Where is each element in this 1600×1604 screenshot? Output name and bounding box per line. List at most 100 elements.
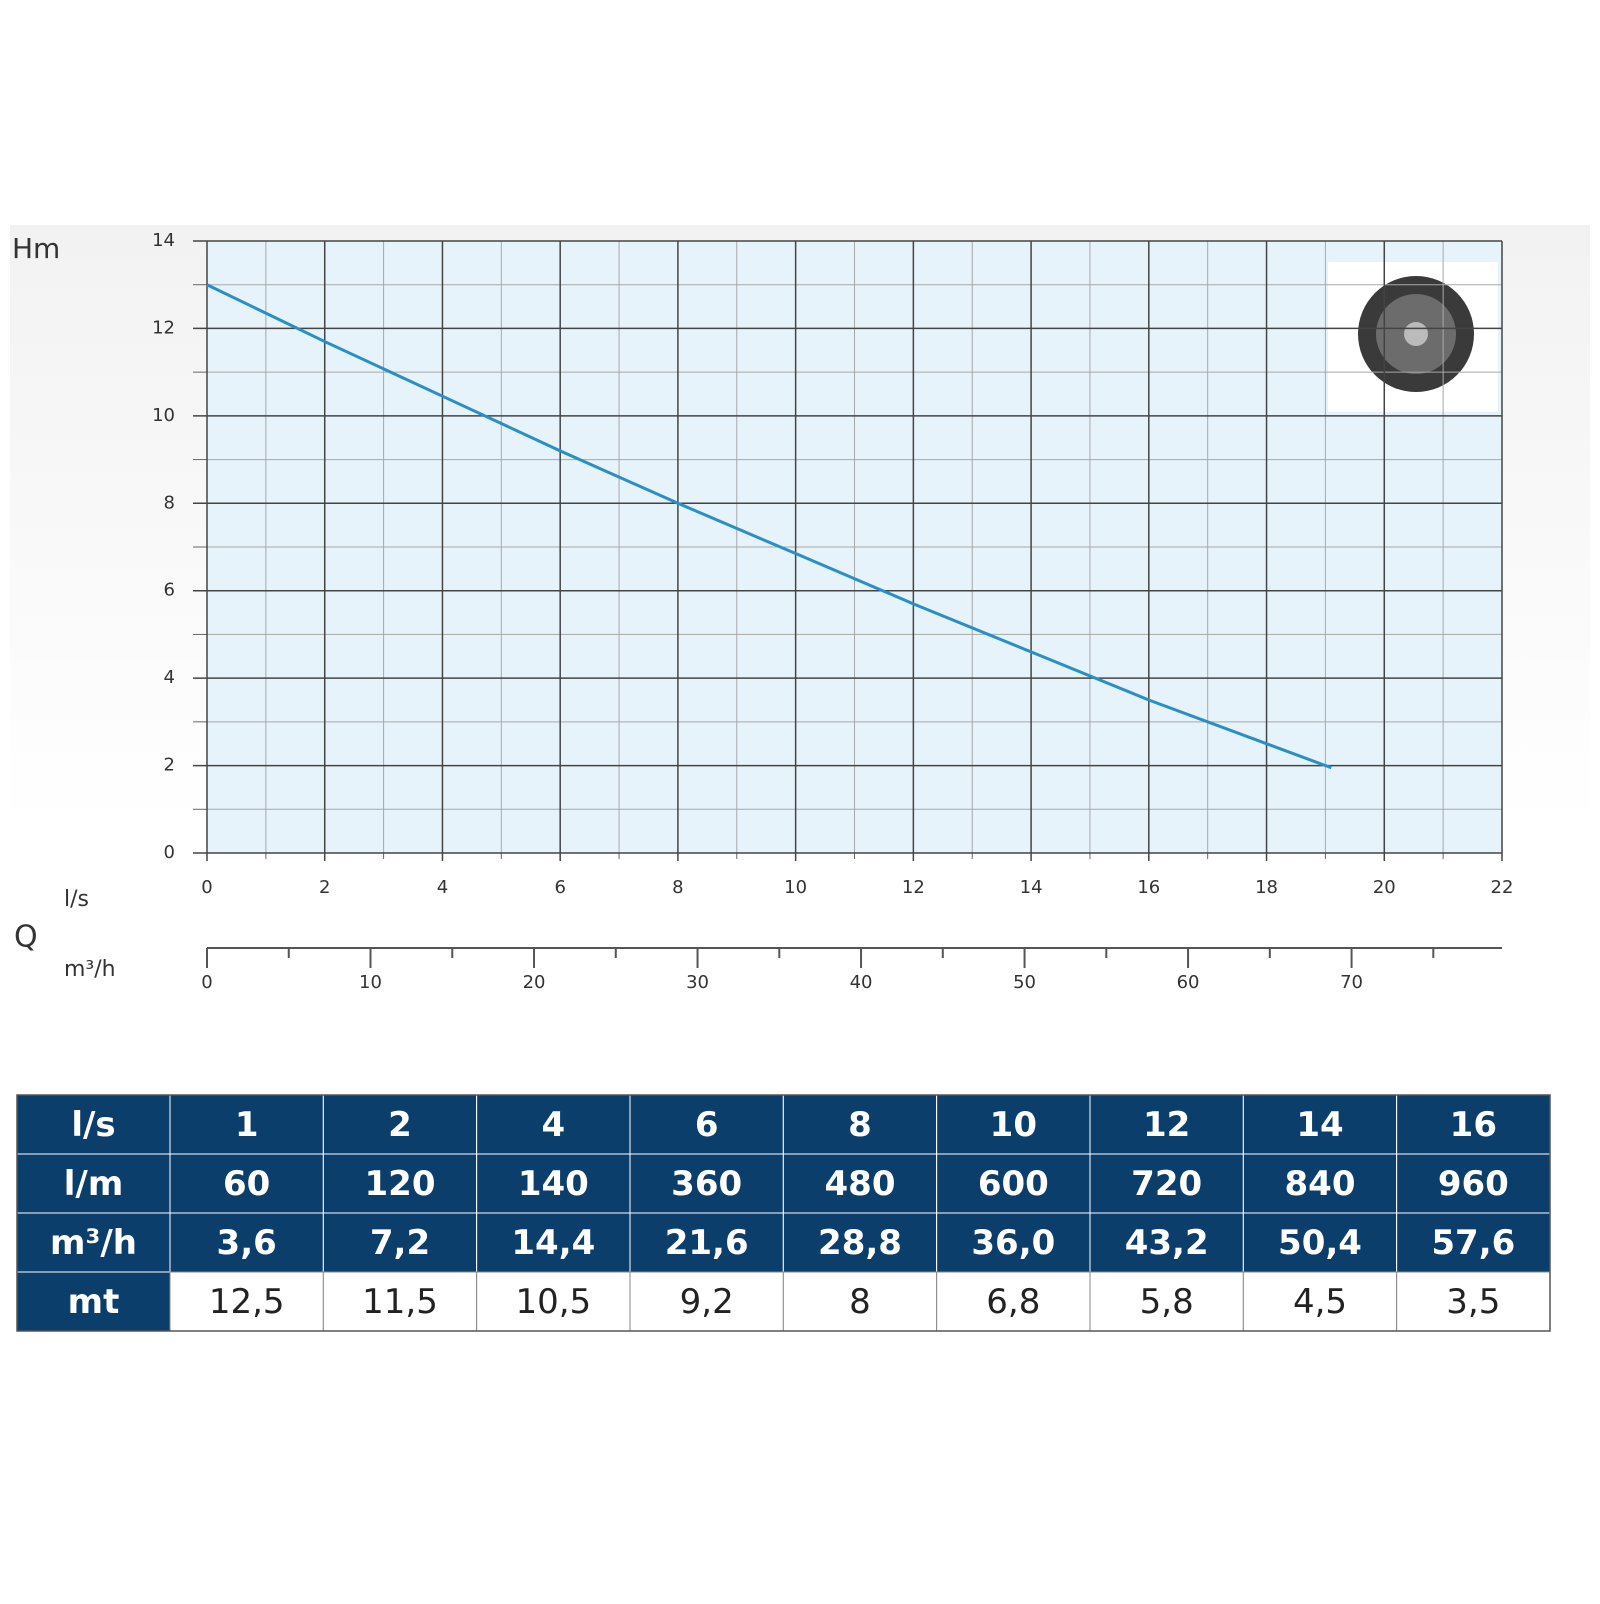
table-text: 3,5 — [1446, 1282, 1500, 1322]
table-cell — [936, 1094, 1091, 1155]
table-cell — [169, 1094, 324, 1155]
table-cell — [782, 1271, 938, 1332]
table-text: mt — [68, 1282, 120, 1322]
table-cell — [16, 1271, 171, 1332]
table-text: l/m — [64, 1164, 124, 1204]
table-text: 50,4 — [1278, 1223, 1362, 1263]
x-tick-label: 18 — [1255, 877, 1278, 898]
table-text: 5,8 — [1140, 1282, 1194, 1322]
table-text: 11,5 — [362, 1282, 438, 1322]
table-text: 6 — [695, 1105, 719, 1145]
y-tick-label: 6 — [164, 580, 175, 601]
x-tick-label: 22 — [1491, 877, 1514, 898]
table-text: 120 — [365, 1164, 436, 1204]
table-cell — [1396, 1153, 1551, 1214]
table-text: 14 — [1296, 1105, 1343, 1145]
table-cell — [1396, 1271, 1551, 1332]
x2-tick-label: 70 — [1340, 972, 1363, 993]
y-tick-label: 2 — [164, 755, 175, 776]
x-tick-label: 12 — [902, 877, 925, 898]
x2-tick-label: 20 — [523, 972, 546, 993]
table-cell — [476, 1212, 631, 1273]
q-label: Q — [14, 920, 38, 955]
table-cell — [782, 1212, 938, 1273]
table-text: 140 — [518, 1164, 589, 1204]
table-cell — [322, 1094, 478, 1155]
table-border — [16, 1094, 1551, 1332]
table-text: 720 — [1131, 1164, 1202, 1204]
table-text: 21,6 — [665, 1223, 749, 1263]
table-cell — [169, 1153, 324, 1214]
table-text: 60 — [223, 1164, 270, 1204]
table-cell — [629, 1271, 784, 1332]
x-tick-label: 6 — [554, 877, 565, 898]
table-text: 28,8 — [818, 1223, 902, 1263]
curve — [206, 283, 1332, 770]
table-cell — [629, 1212, 784, 1273]
table-cell — [782, 1094, 938, 1155]
x2-tick-label: 60 — [1177, 972, 1200, 993]
table-text: 3,6 — [217, 1223, 277, 1263]
table-text: 10,5 — [515, 1282, 591, 1322]
table-cell — [1242, 1094, 1398, 1155]
impeller-icon — [1328, 262, 1498, 412]
table-text: 12 — [1143, 1105, 1190, 1145]
x-axis-label: l/s — [64, 887, 89, 912]
table-cell — [629, 1153, 784, 1214]
table-cell — [169, 1212, 324, 1273]
x-tick-label: 10 — [784, 877, 807, 898]
table-text: 8 — [849, 1282, 871, 1322]
x2-tick-label: 0 — [201, 972, 212, 993]
table-text: 12,5 — [209, 1282, 285, 1322]
x-tick-label: 4 — [437, 877, 448, 898]
table-text: 2 — [388, 1105, 412, 1145]
table-cell — [1089, 1271, 1244, 1332]
x2-tick-label: 50 — [1013, 972, 1036, 993]
table-text: 1 — [235, 1105, 259, 1145]
table-text: 600 — [978, 1164, 1049, 1204]
x2-tick-label: 30 — [686, 972, 709, 993]
x2-tick-label: 10 — [359, 972, 382, 993]
x-tick-label: 8 — [672, 877, 683, 898]
table-text: 360 — [671, 1164, 742, 1204]
table-text: 840 — [1285, 1164, 1356, 1204]
table-cell — [476, 1271, 631, 1332]
x-tick-label: 14 — [1020, 877, 1043, 898]
y-tick-label: 10 — [152, 405, 175, 426]
table-cell — [1396, 1212, 1551, 1273]
table-cell — [1089, 1153, 1244, 1214]
table-cell — [1242, 1153, 1398, 1214]
table-text: 9,2 — [680, 1282, 734, 1322]
y-axis-label: Hm — [12, 232, 60, 265]
y-tick-label: 4 — [164, 667, 175, 688]
x-tick-label: 2 — [319, 877, 330, 898]
x-tick-label: 16 — [1137, 877, 1160, 898]
table-text: 7,2 — [370, 1223, 430, 1263]
table-text: 960 — [1438, 1164, 1509, 1204]
y-tick-label: 8 — [164, 492, 175, 513]
table-cell — [936, 1271, 1091, 1332]
y-tick-label: 0 — [164, 842, 175, 863]
table-cell — [1089, 1212, 1244, 1273]
table-text: 4,5 — [1293, 1282, 1347, 1322]
table-text: 14,4 — [511, 1223, 595, 1263]
table-text: m³/h — [50, 1223, 137, 1263]
y-tick-label: 12 — [152, 317, 175, 338]
table-text: 57,6 — [1431, 1223, 1515, 1263]
y-tick-label: 14 — [152, 230, 175, 251]
x-tick-label: 0 — [201, 877, 212, 898]
table-cell — [16, 1153, 171, 1214]
table-text: l/s — [71, 1105, 115, 1145]
table-text: 480 — [825, 1164, 896, 1204]
table-text: 43,2 — [1125, 1223, 1209, 1263]
table-cell — [1396, 1094, 1551, 1155]
table-text: 4 — [541, 1105, 565, 1145]
table-text: 16 — [1450, 1105, 1497, 1145]
table-cell — [322, 1271, 478, 1332]
x2-tick-label: 40 — [850, 972, 873, 993]
x-tick-label: 20 — [1373, 877, 1396, 898]
table-text: 6,8 — [986, 1282, 1040, 1322]
table-text: 10 — [990, 1105, 1037, 1145]
x2-axis-label: m³/h — [64, 957, 116, 982]
